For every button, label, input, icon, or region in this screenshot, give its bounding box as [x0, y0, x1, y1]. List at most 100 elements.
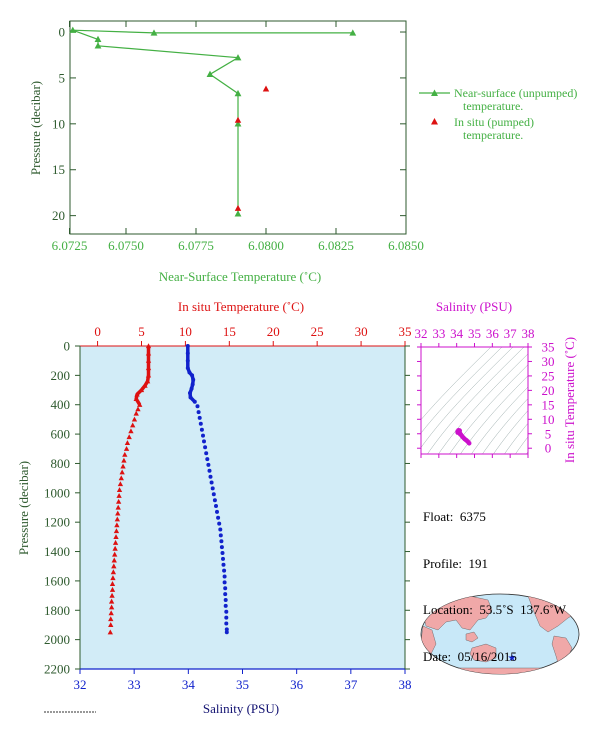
salinity-point: [208, 474, 213, 479]
ts-ytick-label: 35: [542, 340, 555, 355]
salinity-point: [207, 468, 212, 473]
profile-series: [107, 343, 229, 635]
near-surface-unpumped-point: [69, 26, 77, 33]
ts-density-contour: [504, 422, 528, 454]
near-surface-unpumped-line: [72, 29, 353, 214]
ts-xtick-label: 32: [415, 326, 428, 341]
temperature-tick-label: 30: [355, 324, 368, 339]
salinity-point: [185, 351, 190, 356]
near-surface-unpumped-point: [94, 42, 102, 49]
salinity-point: [211, 492, 216, 497]
salinity-point: [221, 556, 225, 561]
near-surface-chart: 6.0725 6.0750 6.0775 6.0800 6.0825 6.0850 0 5 10…: [28, 20, 424, 284]
temperature-point: [111, 563, 117, 569]
near-surface-ytick-label: 10: [52, 116, 65, 131]
temperature-point: [111, 557, 117, 563]
ts-title: Salinity (PSU): [436, 299, 512, 314]
temperature-point: [138, 387, 145, 393]
near-surface-unpumped-point: [234, 120, 242, 127]
temperature-point: [123, 445, 130, 451]
float-info-block: Float: 6375 Profile: 191 Location: 53.5˚…: [423, 478, 566, 680]
salinity-point: [204, 451, 209, 456]
salinity-point: [224, 615, 229, 620]
ts-xtick-label: 37: [504, 326, 518, 341]
legend-red-line1: In situ (pumped): [454, 115, 534, 129]
near-surface-ytick-label: 0: [59, 25, 66, 40]
salinity-point: [209, 480, 214, 485]
salinity-point: [197, 415, 202, 420]
salinity-point: [224, 630, 229, 635]
salinity-point: [214, 504, 218, 508]
salinity-point: [206, 462, 211, 467]
map-southeast-asia: [465, 631, 479, 643]
salinity-point: [223, 592, 228, 597]
temperature-point: [116, 487, 123, 492]
float-location: Location: 53.5˚S 137.6˚W: [423, 602, 566, 617]
pressure-tick-label: 600: [51, 427, 71, 442]
pressure-tick-label: 1400: [44, 544, 70, 559]
temperature-point: [131, 416, 138, 422]
temperature-point: [133, 396, 139, 401]
salinity-point: [223, 603, 228, 608]
temperature-tick-label: 25: [311, 324, 324, 339]
ts-xtick-label: 33: [432, 326, 445, 341]
salinity-point: [210, 486, 215, 491]
salinity-point: [188, 395, 193, 400]
temperature-point: [135, 406, 141, 412]
ts-point: [466, 441, 472, 446]
pressure-tick-label: 1000: [44, 485, 70, 500]
profile-number: Profile: 191: [423, 555, 488, 571]
salinity-point: [185, 358, 190, 363]
profile-date: Date: 05/16/2015: [423, 648, 517, 664]
salinity-point: [215, 509, 219, 514]
temperature-point: [112, 551, 118, 557]
near-surface-xlabel: Near-Surface Temperature (˚C): [159, 269, 321, 284]
near-surface-unpumped-point: [234, 210, 242, 217]
salinity-point: [219, 539, 224, 544]
temperature-tick-label: 35: [399, 324, 412, 339]
salinity-point: [220, 551, 225, 555]
salinity-point: [189, 386, 194, 391]
map-float-location-marker: ★: [508, 653, 517, 664]
pressure-tick-label: 800: [51, 456, 71, 471]
legend-green-triangle-marker: [431, 89, 438, 96]
ts-points: [455, 428, 472, 446]
ts-density-contour: [421, 347, 503, 434]
salinity-point: [190, 373, 195, 378]
near-surface-plot-frame: [69, 20, 407, 235]
temperature-point: [116, 492, 122, 498]
temperature-point: [126, 434, 132, 440]
salinity-tick-label: 37: [344, 677, 358, 692]
pressure-tick-label: 1600: [44, 573, 70, 588]
temperature-point: [108, 610, 114, 616]
near-surface-xtick-label: 6.0725: [52, 238, 88, 253]
temperature-point: [120, 463, 126, 469]
temperature-point: [142, 382, 148, 388]
salinity-point: [218, 527, 223, 532]
ts-ylabel: In situ Temperature (˚C): [562, 337, 577, 463]
ts-xtick-label: 35: [468, 326, 481, 341]
salinity-point: [205, 457, 210, 462]
pressure-tick-label: 2200: [44, 662, 70, 677]
ts-density-contour: [449, 364, 528, 454]
temperature-tick-label: 10: [179, 324, 192, 339]
temperature-point: [145, 372, 152, 378]
salinity-point: [217, 521, 222, 526]
temperature-point: [114, 516, 120, 522]
salinity-point: [188, 391, 192, 395]
legend-red-triangle-marker: [431, 118, 438, 125]
salinity-point: [216, 515, 221, 520]
profile-top-xlabel: In situ Temperature (˚C): [178, 299, 304, 314]
legend-green-line1: Near-surface (unpumped): [454, 86, 577, 100]
ts-ytick-label: 10: [542, 412, 555, 427]
salinity-point: [222, 574, 227, 579]
ts-density-contour: [515, 436, 528, 454]
temperature-point: [130, 422, 136, 428]
salinity-tick-label: 32: [74, 677, 87, 692]
ts-plot-background: [421, 347, 528, 454]
salinity-point: [202, 439, 206, 444]
temperature-point: [113, 534, 119, 539]
